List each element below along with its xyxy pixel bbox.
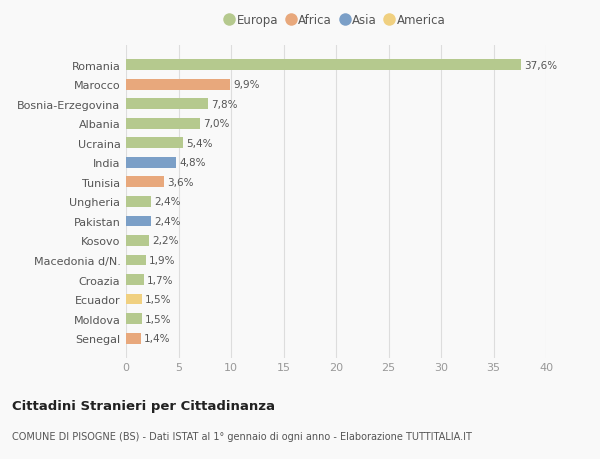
Text: 7,8%: 7,8%	[211, 100, 238, 109]
Bar	[126, 294, 142, 305]
Bar	[126, 196, 151, 207]
Text: 4,8%: 4,8%	[179, 158, 206, 168]
Bar	[126, 60, 521, 71]
Bar	[126, 274, 144, 285]
Text: COMUNE DI PISOGNE (BS) - Dati ISTAT al 1° gennaio di ogni anno - Elaborazione TU: COMUNE DI PISOGNE (BS) - Dati ISTAT al 1…	[12, 431, 472, 442]
Text: 5,4%: 5,4%	[186, 139, 212, 148]
Text: 9,9%: 9,9%	[233, 80, 260, 90]
Text: Cittadini Stranieri per Cittadinanza: Cittadini Stranieri per Cittadinanza	[12, 399, 275, 412]
Bar	[126, 177, 164, 188]
Bar	[126, 157, 176, 168]
Bar	[126, 79, 230, 90]
Bar	[126, 255, 146, 266]
Bar	[126, 333, 140, 344]
Text: 1,4%: 1,4%	[144, 334, 170, 343]
Text: 1,9%: 1,9%	[149, 256, 176, 265]
Text: 2,2%: 2,2%	[152, 236, 179, 246]
Legend: Europa, Africa, Asia, America: Europa, Africa, Asia, America	[226, 14, 446, 27]
Text: 2,4%: 2,4%	[154, 217, 181, 226]
Text: 2,4%: 2,4%	[154, 197, 181, 207]
Text: 7,0%: 7,0%	[203, 119, 229, 129]
Text: 1,7%: 1,7%	[147, 275, 173, 285]
Text: 1,5%: 1,5%	[145, 295, 172, 304]
Bar	[126, 99, 208, 110]
Text: 37,6%: 37,6%	[524, 61, 557, 70]
Bar	[126, 235, 149, 246]
Bar	[126, 313, 142, 325]
Bar	[126, 216, 151, 227]
Bar	[126, 118, 199, 129]
Bar	[126, 138, 182, 149]
Text: 1,5%: 1,5%	[145, 314, 172, 324]
Text: 3,6%: 3,6%	[167, 178, 193, 187]
